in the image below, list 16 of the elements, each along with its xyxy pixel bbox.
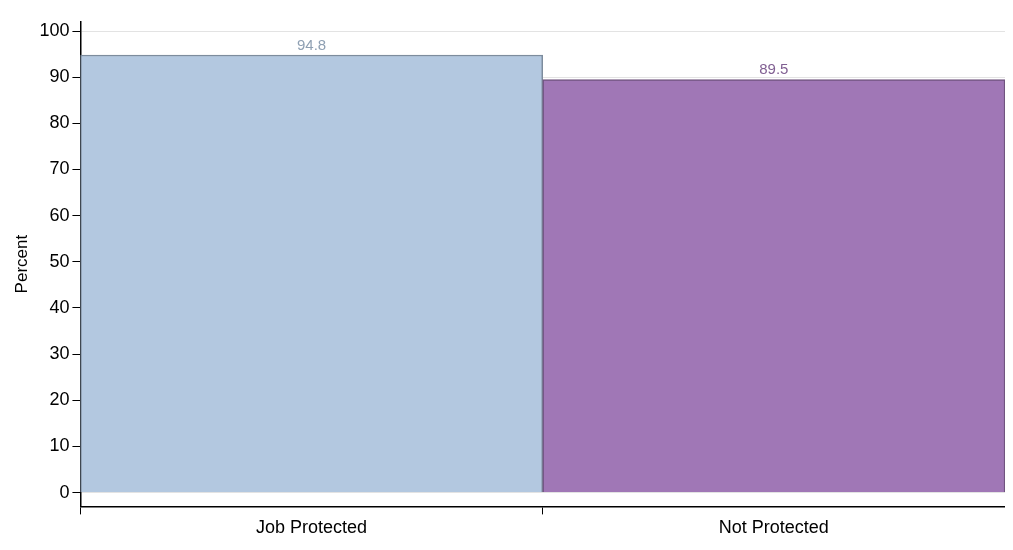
y-tick-label: 50 <box>49 250 70 271</box>
x-tick-label: Job Protected <box>256 517 368 538</box>
y-tick-label: 30 <box>49 343 70 364</box>
data-label: 94.8 <box>296 35 327 53</box>
y-tick-label: 40 <box>49 296 70 317</box>
y-tick-label: 100 <box>39 20 70 40</box>
data-label: 89.5 <box>759 60 789 78</box>
y-tick-label: 20 <box>49 389 70 410</box>
x-tick-label: Not Protected <box>718 517 829 538</box>
y-tick-label: 10 <box>49 435 70 456</box>
y-tick-label: 90 <box>49 66 70 87</box>
y-tick-label: 0 <box>59 481 70 502</box>
y-tick-label: 60 <box>49 204 70 225</box>
y-tick-label: 70 <box>49 158 70 179</box>
y-tick-label: 80 <box>49 112 70 133</box>
y-axis-title: Percent <box>11 234 31 294</box>
